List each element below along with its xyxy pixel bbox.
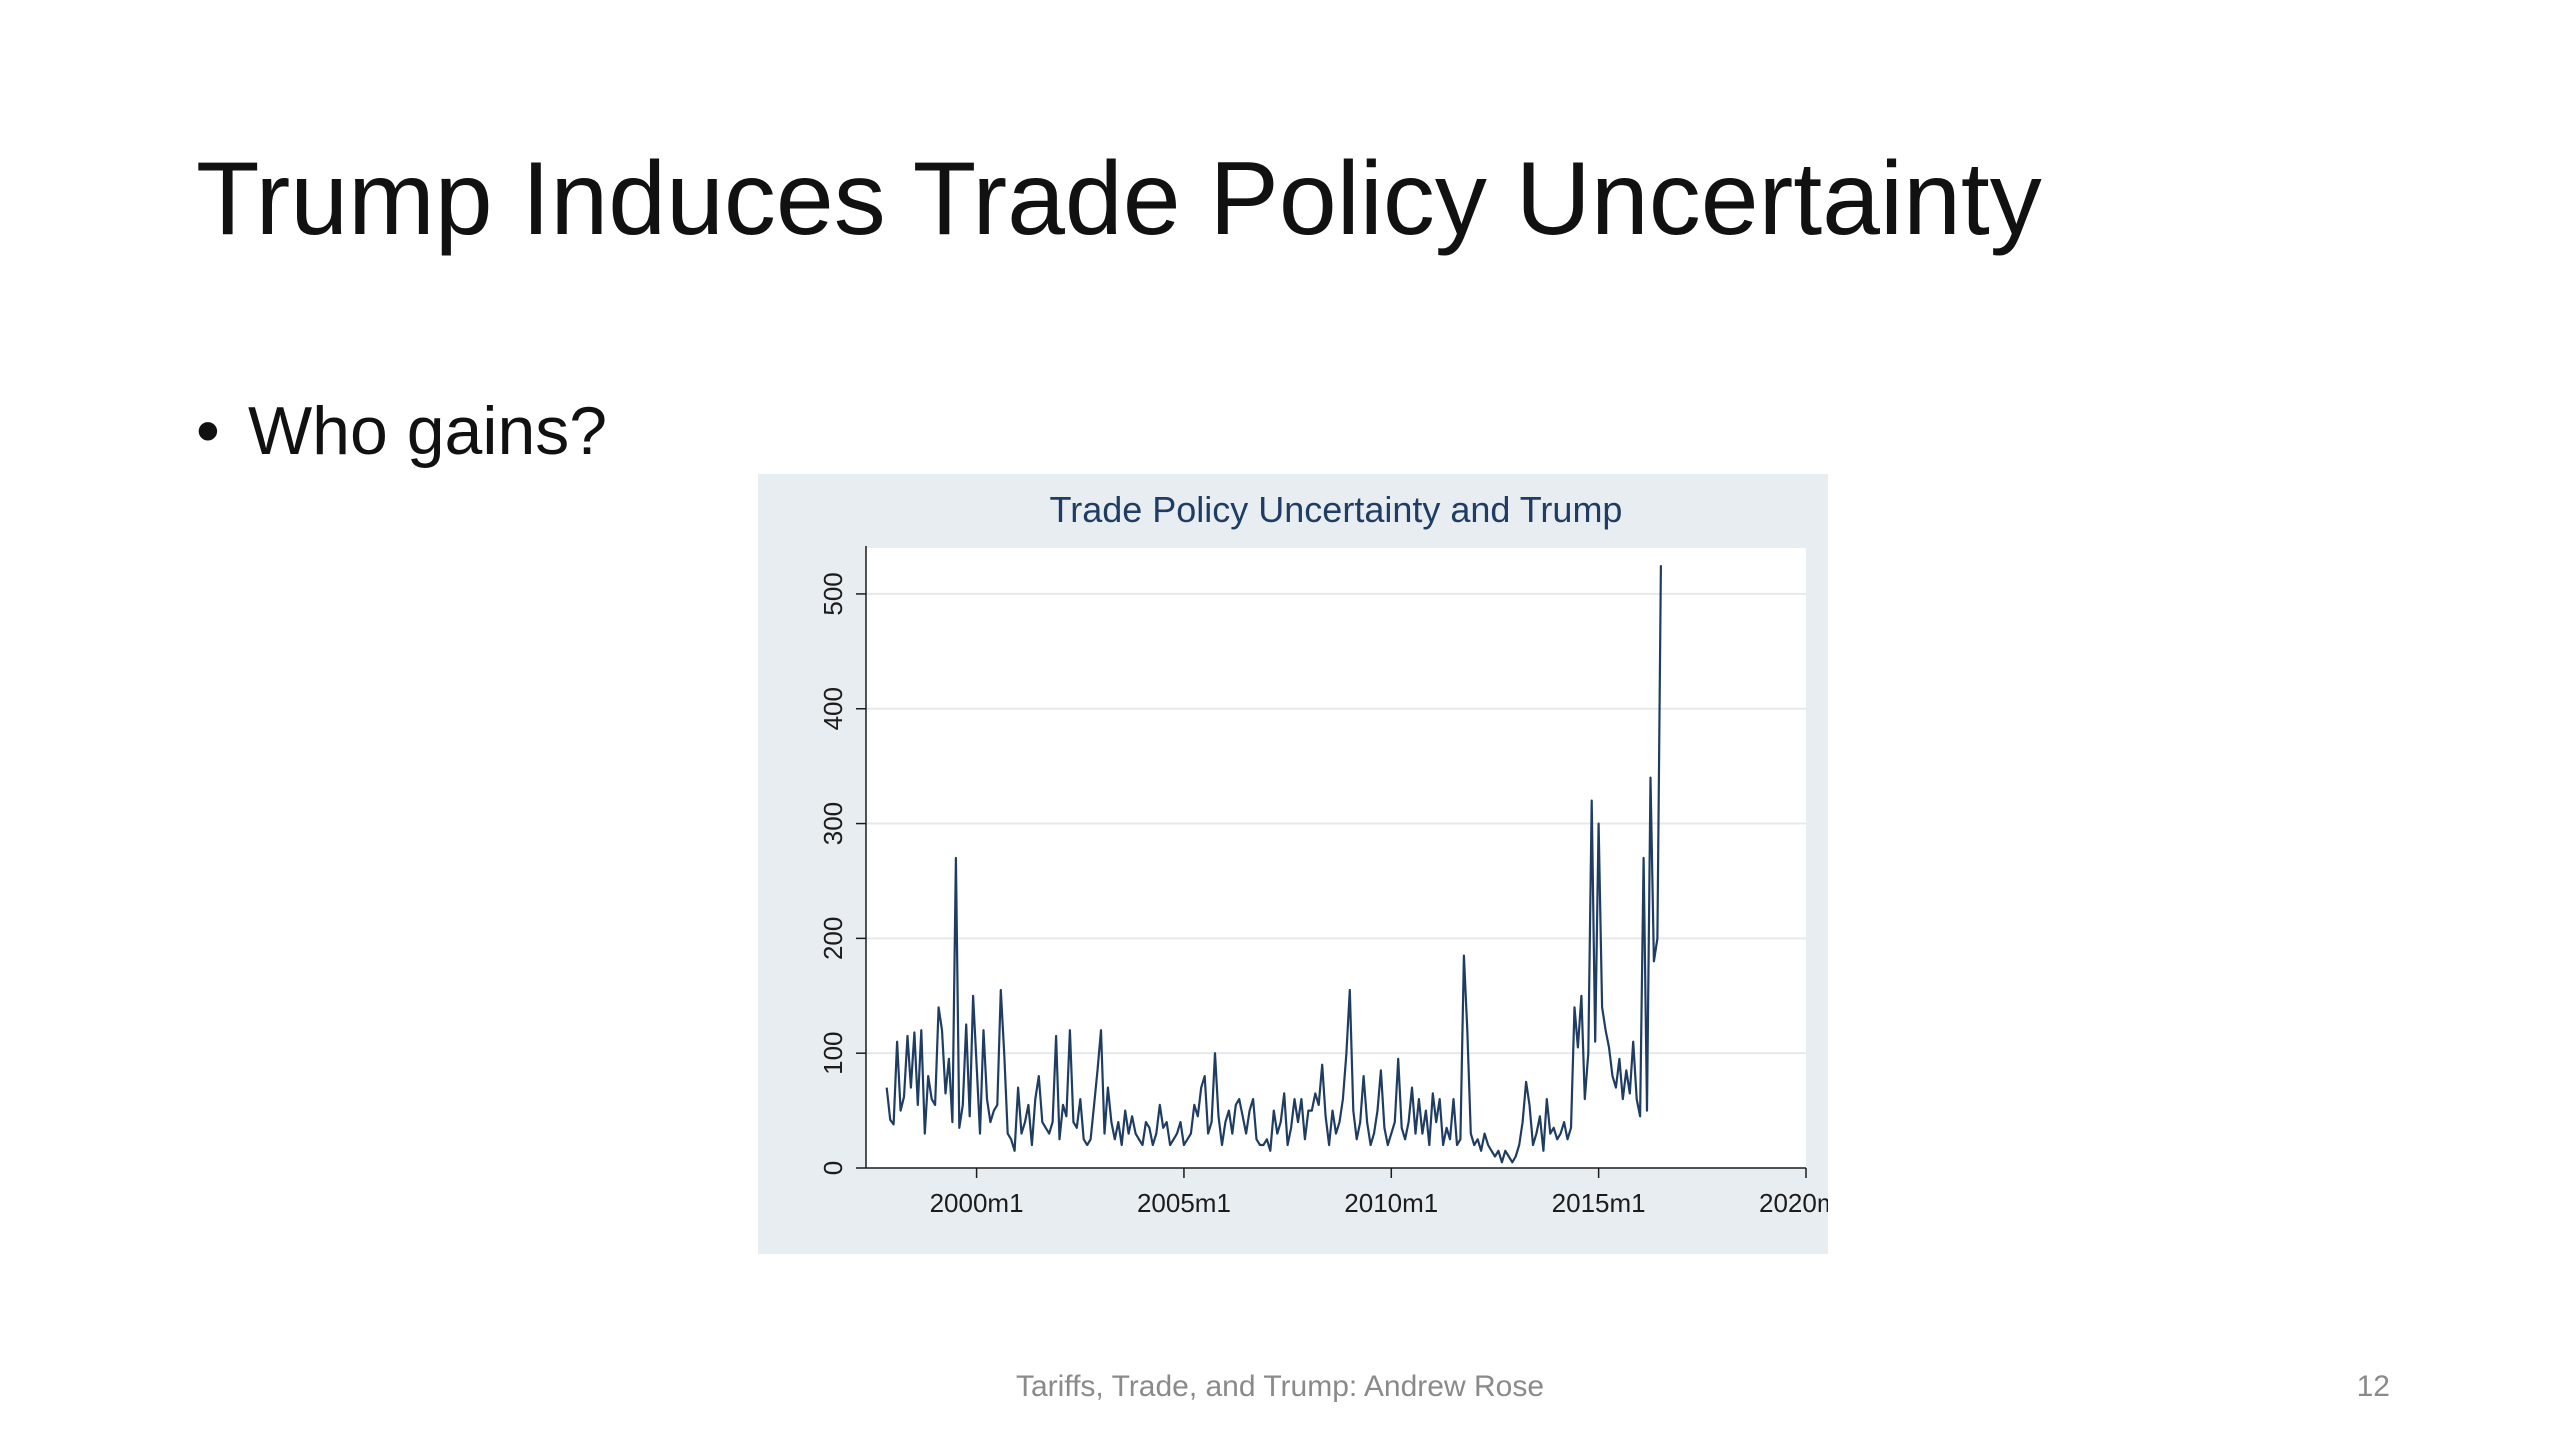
plot-area bbox=[866, 548, 1806, 1168]
series-group bbox=[885, 565, 1662, 1164]
series-line bbox=[885, 565, 1662, 1164]
bullet-marker: • bbox=[196, 393, 220, 469]
bullet-text: Who gains? bbox=[248, 393, 608, 469]
slide-number: 12 bbox=[2356, 1370, 2390, 1403]
axes: 0 100 200 300 400 500 2000m1 2005m1 2010m1 2015m1… bbox=[818, 546, 1828, 1218]
x-tick-label: 2010m1 bbox=[1344, 1188, 1438, 1218]
x-tick-label: 2015m1 bbox=[1552, 1188, 1646, 1218]
chart-panel: 0 100 200 300 400 500 2000m1 2005m1 2010m1 2015m1… bbox=[758, 474, 1828, 1254]
line-chart: 0 100 200 300 400 500 2000m1 2005m1 2010m1 2015m1… bbox=[758, 474, 1828, 1254]
slide-footer: Tariffs, Trade, and Trump: Andrew Rose bbox=[1015, 1370, 1545, 1403]
y-tick-label: 0 bbox=[818, 1161, 848, 1175]
y-tick-label: 400 bbox=[818, 687, 848, 730]
y-tick-label: 100 bbox=[818, 1031, 848, 1074]
x-tick-label: 2000m1 bbox=[930, 1188, 1024, 1218]
y-tick-label: 200 bbox=[818, 917, 848, 960]
y-tick-label: 500 bbox=[818, 572, 848, 615]
y-tick-label: 300 bbox=[818, 802, 848, 845]
chart-title: Trade Policy Uncertainty and Trump bbox=[1050, 489, 1623, 530]
x-tick-label: 2005m1 bbox=[1137, 1188, 1231, 1218]
bullet-item: • Who gains? bbox=[196, 392, 607, 470]
x-tick-label: 2020m1 bbox=[1759, 1188, 1828, 1218]
slide-title: Trump Induces Trade Policy Uncertainty bbox=[196, 141, 2042, 257]
